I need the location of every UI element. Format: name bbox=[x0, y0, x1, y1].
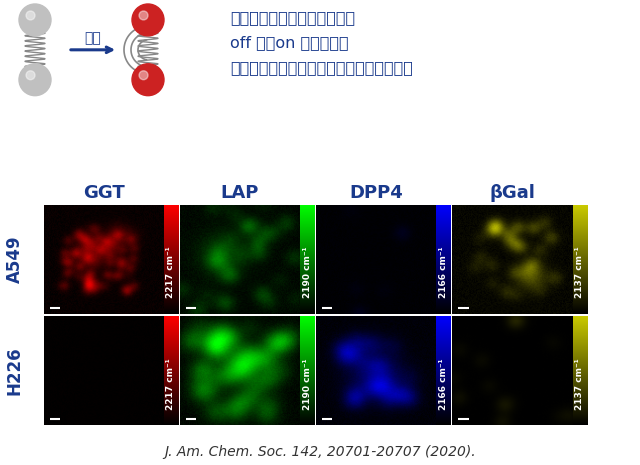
Text: 2217 cm⁻¹: 2217 cm⁻¹ bbox=[166, 358, 175, 410]
Text: DPP4: DPP4 bbox=[349, 184, 403, 202]
Text: off からon に変化する: off からon に変化する bbox=[230, 35, 349, 50]
Text: 2217 cm⁻¹: 2217 cm⁻¹ bbox=[166, 246, 175, 298]
Text: アクチベータブル型ラマンプローブを開発: アクチベータブル型ラマンプローブを開発 bbox=[230, 60, 413, 75]
Text: 2190 cm⁻¹: 2190 cm⁻¹ bbox=[303, 246, 312, 298]
Circle shape bbox=[139, 71, 148, 80]
Text: 2137 cm⁻¹: 2137 cm⁻¹ bbox=[575, 246, 584, 298]
Circle shape bbox=[26, 11, 35, 20]
Text: 2137 cm⁻¹: 2137 cm⁻¹ bbox=[575, 358, 584, 410]
Circle shape bbox=[132, 4, 164, 36]
Text: 2166 cm⁻¹: 2166 cm⁻¹ bbox=[439, 246, 448, 298]
Text: 酸素: 酸素 bbox=[84, 31, 101, 45]
Circle shape bbox=[26, 71, 35, 80]
Text: 2166 cm⁻¹: 2166 cm⁻¹ bbox=[439, 358, 448, 410]
Circle shape bbox=[139, 11, 148, 20]
Text: GGT: GGT bbox=[83, 184, 125, 202]
Text: J. Am. Chem. Soc. 142, 20701-20707 (2020).: J. Am. Chem. Soc. 142, 20701-20707 (2020… bbox=[164, 445, 476, 459]
Circle shape bbox=[19, 4, 51, 36]
Text: 酸素と反応してラマン信号が: 酸素と反応してラマン信号が bbox=[230, 10, 355, 25]
Circle shape bbox=[19, 64, 51, 96]
Text: βGal: βGal bbox=[490, 184, 536, 202]
Text: LAP: LAP bbox=[221, 184, 259, 202]
Text: 2190 cm⁻¹: 2190 cm⁻¹ bbox=[303, 358, 312, 410]
Circle shape bbox=[132, 64, 164, 96]
Text: H226: H226 bbox=[6, 346, 24, 395]
Text: A549: A549 bbox=[6, 235, 24, 283]
